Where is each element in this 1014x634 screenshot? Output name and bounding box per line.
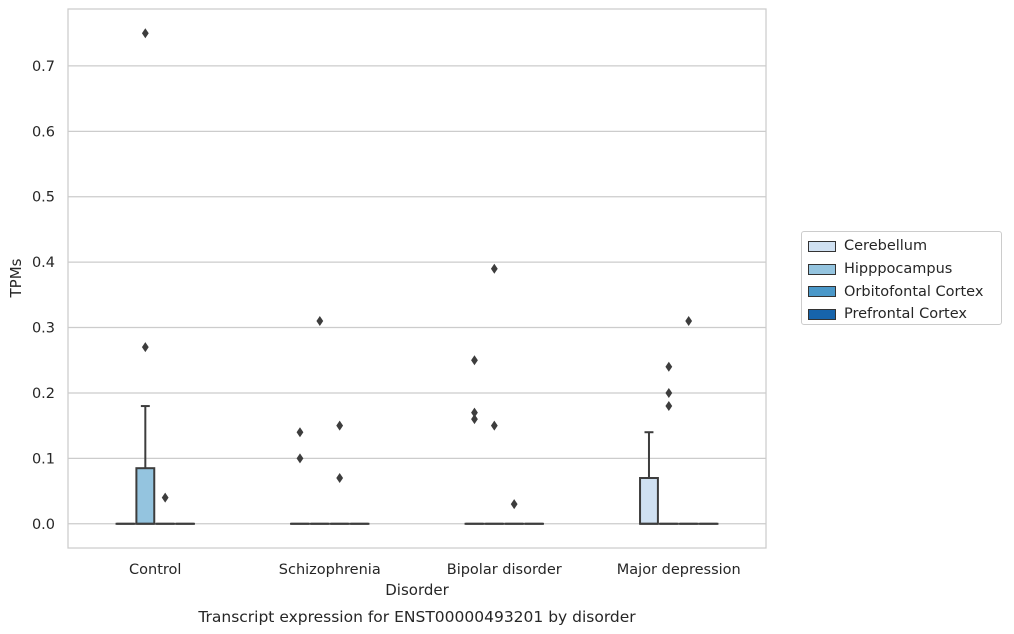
outlier-point xyxy=(685,316,693,327)
x-tick-label: Control xyxy=(129,562,181,578)
y-tick-label: 0.0 xyxy=(32,517,55,533)
legend-swatch xyxy=(808,240,836,252)
y-tick-label: 0.2 xyxy=(32,386,55,402)
outlier-point xyxy=(316,316,324,327)
legend-label: Cerebellum xyxy=(844,238,928,255)
outlier-point xyxy=(141,28,149,39)
legend-item: Prefrontal Cortex xyxy=(808,303,1001,326)
x-tick-label: Major depression xyxy=(617,562,741,578)
x-tick-label: Bipolar disorder xyxy=(447,562,562,578)
box xyxy=(135,467,156,525)
outlier-point xyxy=(336,473,344,484)
legend-label: Hipppocampus xyxy=(844,261,953,278)
legend-item: Orbitofontal Cortex xyxy=(808,280,1001,303)
y-tick-label: 0.3 xyxy=(32,321,55,337)
legend-swatch xyxy=(808,263,836,275)
outlier-point xyxy=(665,387,673,398)
plot-area xyxy=(67,8,767,549)
outlier-point xyxy=(471,407,478,418)
outlier-point xyxy=(490,263,498,274)
legend-label: Prefrontal Cortex xyxy=(844,306,967,323)
legend-swatch xyxy=(808,308,836,320)
outlier-point xyxy=(296,427,304,438)
outlier-point xyxy=(665,401,673,412)
chart-caption: Transcript expression for ENST0000049320… xyxy=(197,608,636,626)
outlier-point xyxy=(161,492,169,503)
x-tick-label: Schizophrenia xyxy=(279,562,381,578)
legend: Cerebellum Hipppocampus Orbitofontal Corte… xyxy=(801,231,1002,325)
y-tick-label: 0.5 xyxy=(32,190,55,206)
outlier-point xyxy=(141,342,149,353)
outlier-point xyxy=(336,420,344,431)
y-tick-label: 0.1 xyxy=(32,451,55,467)
y-axis-label: TPMs xyxy=(7,258,25,298)
legend-label: Orbitofontal Cortex xyxy=(844,283,984,300)
outlier-point xyxy=(296,453,304,464)
y-tick-label: 0.4 xyxy=(32,255,55,271)
outlier-point xyxy=(510,499,518,510)
legend-item: Cerebellum xyxy=(808,235,1001,258)
outlier-point xyxy=(665,361,673,372)
outlier-point xyxy=(471,414,478,425)
box xyxy=(639,477,659,525)
outlier-point xyxy=(471,355,478,366)
legend-swatch xyxy=(808,286,836,298)
y-tick-label: 0.7 xyxy=(32,59,55,75)
x-axis-label: Disorder xyxy=(385,581,449,599)
legend-item: Hipppocampus xyxy=(808,258,1001,281)
outlier-point xyxy=(490,420,498,431)
y-tick-label: 0.6 xyxy=(32,124,55,140)
